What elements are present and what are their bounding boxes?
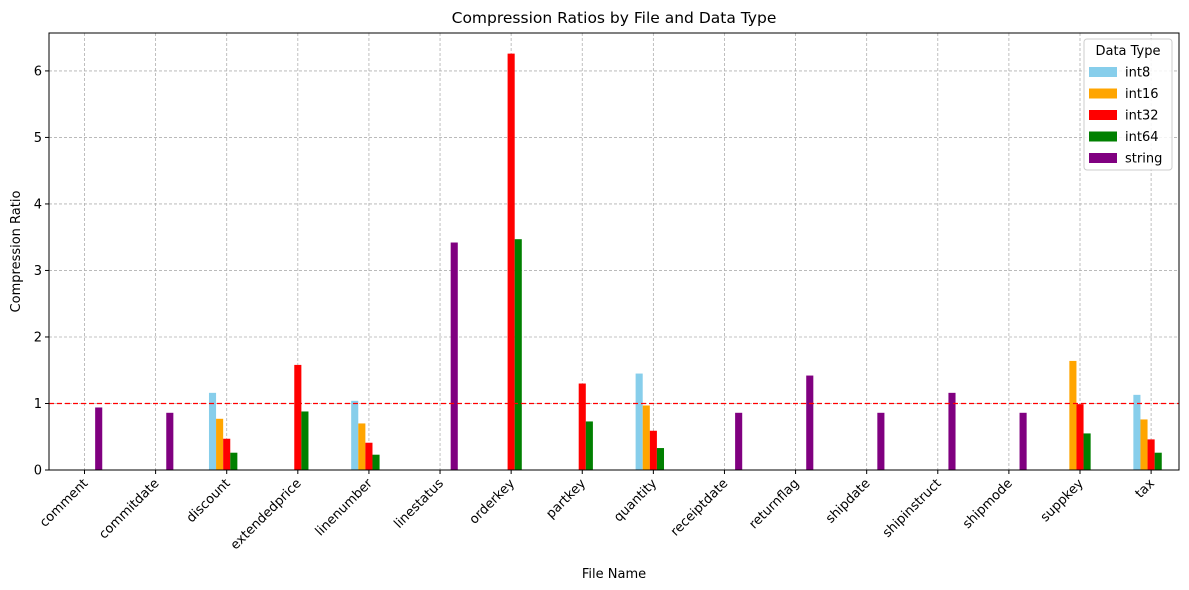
- bar-int32-linenumber: [365, 442, 373, 470]
- bar-int32-partkey: [578, 383, 586, 470]
- y-axis-ticks: 0 1 2 3 4 5 6: [34, 64, 49, 479]
- y-tick-label: 1: [34, 397, 42, 412]
- bar-int64-quantity: [656, 448, 665, 470]
- x-tick-label: shipdate: [823, 476, 873, 526]
- bar-int32-suppkey: [1076, 404, 1084, 470]
- legend-swatch-string: [1089, 153, 1117, 163]
- y-tick-label: 6: [34, 64, 42, 79]
- y-tick-label: 4: [34, 197, 42, 212]
- bar-int64-discount: [230, 452, 238, 470]
- x-tick-label: shipinstruct: [880, 476, 945, 541]
- x-tick-label: returnflag: [746, 476, 802, 532]
- legend-label-string: string: [1125, 152, 1162, 167]
- x-tick-label: quantity: [611, 476, 660, 525]
- y-tick-label: 5: [34, 131, 42, 146]
- bar-string-returnflag: [806, 375, 814, 470]
- legend-label-int32: int32: [1125, 109, 1159, 124]
- bar-int64-suppkey: [1083, 433, 1091, 470]
- legend-items: int8 int16 int32 int64 string: [1089, 66, 1162, 167]
- bar-int8-quantity: [635, 373, 643, 470]
- bar-string-shipdate: [877, 412, 885, 470]
- bar-string-linestatus: [450, 242, 458, 470]
- bar-string-receiptdate: [735, 412, 743, 470]
- x-tick-label: shipmode: [960, 476, 1016, 532]
- bar-int16-linenumber: [358, 423, 366, 470]
- legend-label-int64: int64: [1125, 130, 1159, 145]
- x-tick-label: orderkey: [467, 476, 518, 527]
- legend-label-int16: int16: [1125, 87, 1159, 102]
- legend-label-int8: int8: [1125, 66, 1150, 81]
- x-tick-label: linestatus: [391, 476, 447, 532]
- legend-swatch-int16: [1089, 88, 1117, 99]
- bar-int32-orderkey: [507, 53, 515, 471]
- bar-int32-extendedprice: [294, 364, 302, 470]
- x-tick-label: commitdate: [96, 476, 162, 542]
- x-tick-label: tax: [1133, 476, 1159, 502]
- bar-int64-partkey: [585, 421, 593, 470]
- y-axis-title: Compression Ratio: [9, 191, 24, 313]
- y-tick-label: 0: [34, 464, 42, 479]
- bar-int32-quantity: [649, 430, 657, 470]
- bar-int64-linenumber: [372, 454, 380, 470]
- chart-title: Compression Ratios by File and Data Type: [452, 9, 777, 27]
- bar-int8-tax: [1133, 394, 1141, 470]
- legend-swatch-int64: [1089, 131, 1117, 142]
- y-tick-label: 3: [34, 264, 42, 279]
- x-tick-label: extendedprice: [228, 476, 305, 553]
- x-tick-label: comment: [37, 476, 91, 530]
- x-tick-label: linenumber: [313, 476, 377, 540]
- bar-int32-discount: [223, 438, 231, 470]
- bar-int64-tax: [1154, 452, 1162, 470]
- legend-swatch-int8: [1089, 67, 1117, 77]
- bar-string-shipmode: [1019, 412, 1027, 470]
- bars: [95, 53, 1162, 471]
- x-tick-label: discount: [184, 476, 234, 526]
- bar-int8-linenumber: [351, 400, 359, 470]
- plot-frame: [48, 32, 1180, 471]
- bar-int64-orderkey: [514, 239, 522, 470]
- x-tick-label: receiptdate: [668, 476, 731, 539]
- bar-int16-tax: [1140, 419, 1148, 470]
- bar-int16-quantity: [642, 405, 650, 470]
- x-tick-label: partkey: [544, 476, 590, 522]
- bar-string-commitdate: [166, 412, 174, 470]
- bar-int32-tax: [1147, 439, 1155, 470]
- bar-string-shipinstruct: [948, 392, 956, 470]
- bar-int16-suppkey: [1069, 360, 1077, 470]
- bar-int8-discount: [208, 392, 217, 470]
- x-axis-title: File Name: [582, 567, 646, 582]
- x-tick-label: suppkey: [1038, 476, 1087, 525]
- grid: [49, 33, 1179, 471]
- bar-int64-extendedprice: [301, 411, 309, 470]
- legend: Data Type int8 int16 int32 int64 string: [1083, 38, 1173, 171]
- legend-title: Data Type: [1095, 44, 1160, 59]
- legend-swatch-int32: [1089, 110, 1117, 120]
- bar-int16-discount: [216, 418, 224, 470]
- bar-string-comment: [95, 407, 103, 470]
- y-tick-label: 2: [34, 330, 42, 345]
